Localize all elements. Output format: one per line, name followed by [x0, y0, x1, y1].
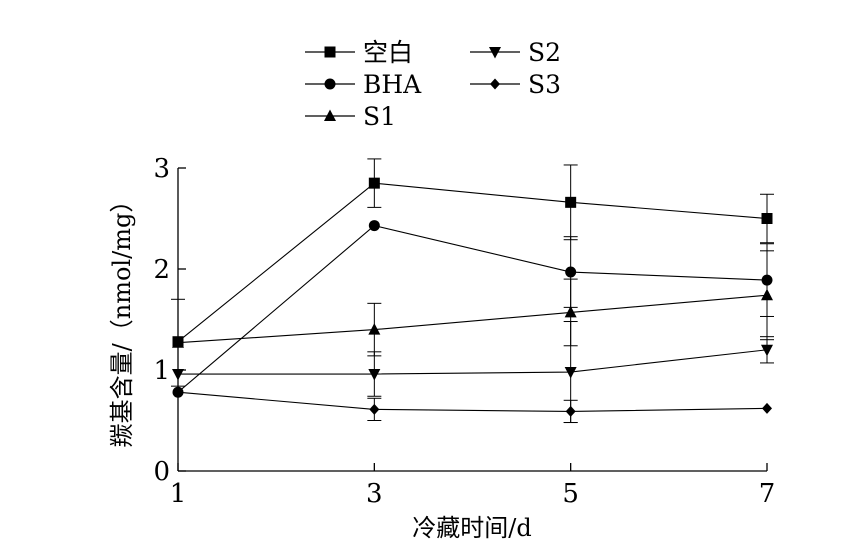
data-point [368, 220, 380, 232]
legend-marker [324, 46, 336, 58]
legend-item: S1 [305, 102, 396, 131]
x-tick-label: 3 [366, 479, 383, 509]
data-point [761, 288, 773, 301]
data-point [368, 177, 380, 189]
legend-marker [490, 78, 500, 90]
x-tick-label: 7 [759, 479, 776, 509]
legend-label: S3 [528, 70, 561, 99]
data-point [368, 323, 381, 335]
y-ticks: 0 1 2 3 [153, 154, 186, 487]
y-tick-label: 3 [153, 154, 170, 184]
series-3 [171, 250, 774, 387]
legend-marker [324, 78, 336, 90]
series-5 [173, 386, 772, 424]
series-line [178, 349, 768, 375]
data-point [564, 305, 577, 318]
legend-marker [324, 109, 336, 121]
legend-item: BHA [305, 70, 422, 99]
data-point [565, 266, 577, 278]
legend-marker [489, 47, 501, 59]
legend-label: BHA [363, 70, 422, 99]
data-point [368, 369, 381, 381]
legend-item: S2 [470, 38, 561, 67]
legend-item: S3 [470, 70, 561, 99]
data-point [564, 367, 577, 379]
plot-area [171, 158, 774, 424]
series-2 [172, 220, 774, 398]
y-tick-label: 0 [153, 457, 170, 487]
x-axis-label: 冷藏时间/d [412, 514, 531, 542]
data-point [172, 336, 184, 348]
y-tick-label: 1 [153, 356, 170, 386]
series-line [177, 224, 768, 393]
data-point [565, 196, 577, 208]
legend-label: S2 [528, 38, 561, 67]
series-4 [172, 321, 774, 424]
data-point [172, 369, 184, 381]
series-1 [172, 158, 774, 348]
legend: 空白 BHA S1 S2 S3 [305, 38, 561, 131]
legend-label: S1 [363, 102, 396, 131]
data-point [762, 402, 772, 414]
data-point [761, 213, 773, 224]
axes [177, 168, 767, 472]
x-tick-label: 5 [562, 479, 579, 509]
series-line [177, 182, 768, 343]
legend-item: 空白 [305, 38, 413, 67]
y-axis-label: 羰基含量/（nmol/mg） [108, 189, 136, 448]
series-line [177, 294, 768, 344]
data-point [173, 386, 183, 398]
data-point [565, 405, 576, 417]
data-point [761, 344, 773, 357]
x-ticks: 1 3 5 7 [170, 463, 776, 509]
data-point [369, 403, 380, 415]
y-tick-label: 2 [153, 255, 170, 285]
series-line [177, 391, 768, 412]
legend-label: 空白 [363, 38, 413, 67]
x-tick-label: 1 [170, 479, 187, 509]
